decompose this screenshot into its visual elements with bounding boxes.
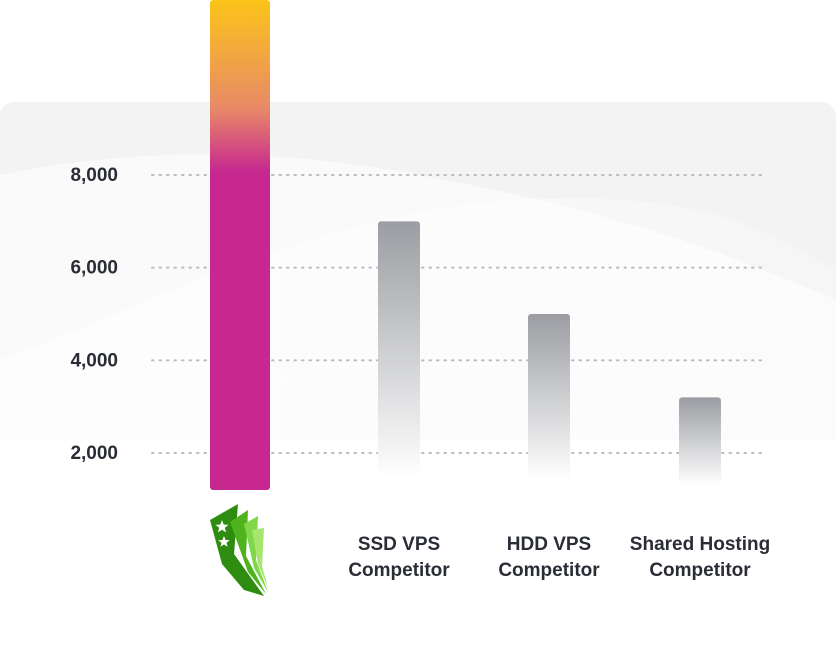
competitor-bar <box>679 397 721 485</box>
green-star-wing-logo-icon <box>210 504 268 596</box>
category-label: HDD VPS Competitor <box>464 532 634 584</box>
category-label-line: Competitor <box>498 560 600 581</box>
highlight-bar <box>210 0 270 490</box>
y-tick-label: 8,000 <box>70 165 118 186</box>
category-label-line: SSD VPS <box>357 534 441 555</box>
category-label: SSD VPS Competitor <box>314 532 484 584</box>
competitor-bar <box>528 314 570 480</box>
gridlines: 2,000 4,000 6,000 8,000 <box>70 165 767 464</box>
competitor-bar <box>378 221 420 479</box>
y-tick-label: 6,000 <box>70 258 118 279</box>
y-tick-label: 4,000 <box>70 350 118 371</box>
category-label-line: Competitor <box>649 560 751 581</box>
category-label-line: Competitor <box>348 560 450 581</box>
category-label: Shared Hosting Competitor <box>615 532 785 584</box>
y-tick-label: 2,000 <box>70 443 118 464</box>
category-label-line: HDD VPS <box>506 534 592 555</box>
category-label-line: Shared Hosting <box>629 534 771 555</box>
bars <box>210 0 721 490</box>
